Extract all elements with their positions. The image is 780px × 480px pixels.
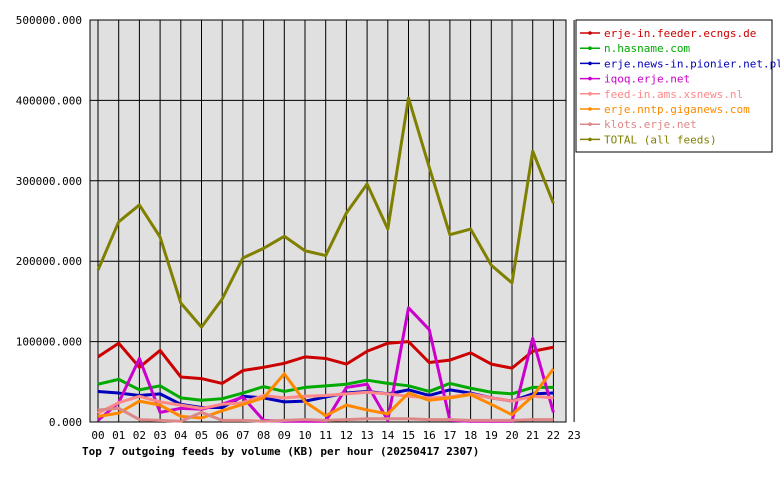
x-tick-label: 22: [547, 429, 560, 442]
x-tick-label: 06: [216, 429, 229, 442]
legend-label: n.hasname.com: [604, 42, 690, 55]
series-line: [97, 340, 554, 385]
legend-marker: [588, 92, 592, 96]
x-tick-label: 23: [567, 429, 580, 442]
x-tick-label: 19: [485, 429, 498, 442]
y-tick-label: 500000.000: [16, 14, 82, 27]
legend-marker: [588, 31, 592, 35]
x-tick-label: 13: [360, 429, 373, 442]
legend-label: feed-in.ams.xsnews.nl: [604, 88, 743, 101]
y-tick-label: 400000.000: [16, 94, 82, 107]
x-tick-label: 00: [91, 429, 104, 442]
legend: erje-in.feeder.ecngs.de n.hasname.com erje…: [575, 19, 780, 153]
legend-label: erje.nntp.giganews.com: [604, 103, 750, 116]
legend-marker: [588, 76, 592, 81]
x-tick-label: 04: [174, 429, 188, 442]
series-line: [97, 368, 555, 420]
x-tick-label: 05: [195, 429, 208, 442]
x-tick-label: 18: [464, 429, 477, 442]
legend-label: klots.erje.net: [604, 118, 697, 131]
grid-lines: [90, 19, 575, 423]
series-line: [97, 390, 554, 415]
x-tick-label: 09: [278, 429, 291, 442]
legend-label: erje-in.feeder.ecngs.de: [604, 27, 756, 40]
series-lines: [96, 96, 555, 423]
x-tick-label: 03: [153, 429, 166, 442]
legend-box: [575, 19, 773, 153]
x-tick-label: 12: [340, 429, 353, 442]
x-tick-label: 15: [402, 429, 415, 442]
x-tick-label: 10: [298, 429, 311, 442]
legend-label: erje.news-in.pionier.net.pl: [604, 57, 780, 70]
x-tick-label: 11: [319, 429, 332, 442]
legend-marker: [588, 122, 592, 126]
y-axis-ticks: 0.000 100000.000 200000.000 300000.000 40000…: [16, 14, 82, 429]
plot-area: [89, 19, 567, 423]
chart-title: Top 7 outgoing feeds by volume (KB) per …: [82, 445, 479, 458]
x-tick-label: 20: [505, 429, 518, 442]
legend-marker: [588, 46, 592, 50]
series-line: [97, 377, 554, 402]
x-tick-label: 14: [381, 429, 395, 442]
x-tick-label: 21: [526, 429, 539, 442]
legend-marker: [588, 61, 592, 66]
y-tick-label: 300000.000: [16, 175, 82, 188]
y-tick-label: 100000.000: [16, 336, 82, 349]
legend-label: iqoq.erje.net: [604, 73, 690, 86]
legend-marker: [588, 137, 592, 142]
series-line: [97, 406, 554, 423]
series-line: [96, 96, 555, 329]
x-tick-label: 17: [443, 429, 456, 442]
x-tick-label: 02: [133, 429, 146, 442]
x-axis-ticks: 00 01 02 03 04 05 06 07 08 09 10 11 12 13 14 15 16 17 18 19…: [91, 429, 580, 442]
x-tick-label: 01: [112, 429, 125, 442]
x-tick-label: 07: [236, 429, 249, 442]
y-tick-label: 0.000: [49, 416, 82, 429]
legend-label: TOTAL (all feeds): [604, 133, 717, 146]
y-tick-label: 200000.000: [16, 255, 82, 268]
legend-marker: [588, 107, 592, 111]
x-tick-label: 08: [257, 429, 270, 442]
x-tick-label: 16: [423, 429, 436, 442]
